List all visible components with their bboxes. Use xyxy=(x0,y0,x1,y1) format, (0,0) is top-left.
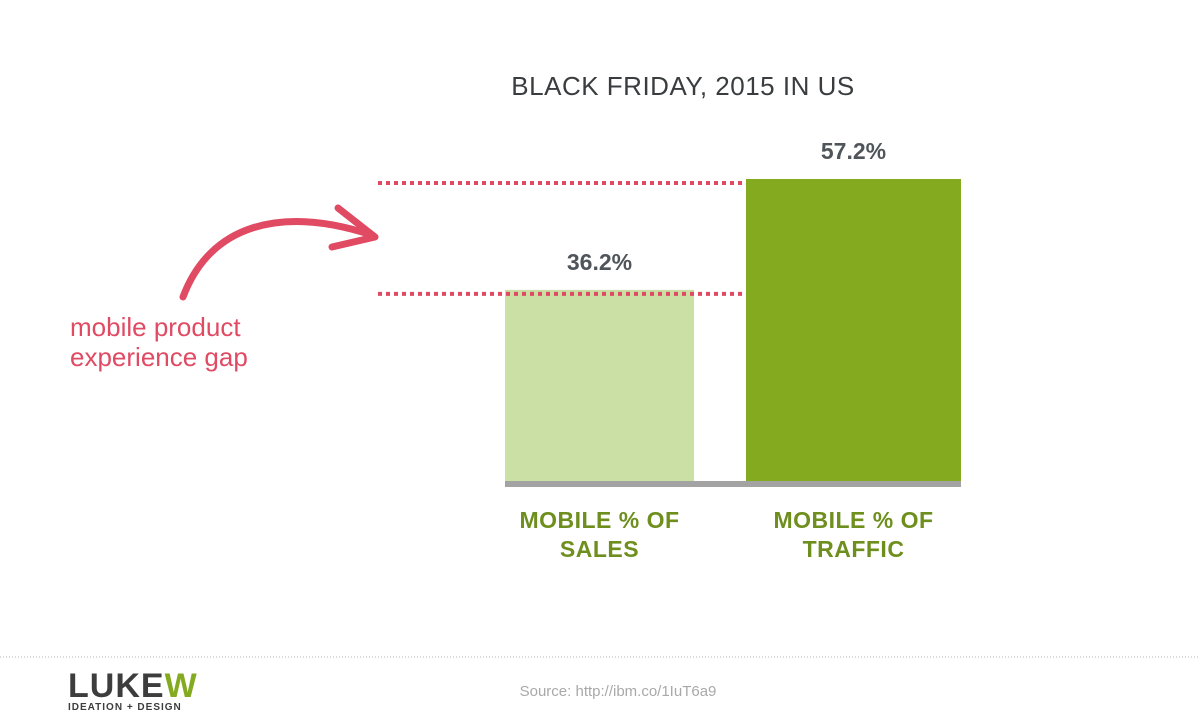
bar-2 xyxy=(746,179,961,481)
value-label-1: 36.2% xyxy=(567,249,632,275)
annotation-line-2: experience gap xyxy=(70,342,248,372)
category-label-2: MOBILE % OF TRAFFIC xyxy=(773,507,933,562)
logo-wordmark-part1: LUKE xyxy=(68,667,165,705)
annotation-text: mobile product experience gap xyxy=(70,312,248,372)
value-label-2: 57.2% xyxy=(821,138,886,164)
source-text: Source: http://ibm.co/1IuT6a9 xyxy=(520,683,717,700)
category-label-2-line-2: TRAFFIC xyxy=(803,536,905,562)
logo-wordmark-part2: W xyxy=(165,667,198,705)
category-label-1-line-2: SALES xyxy=(560,536,639,562)
gap-reference-lines xyxy=(378,181,746,296)
logo: LUKEW IDEATION + DESIGN xyxy=(68,667,198,713)
logo-tagline: IDEATION + DESIGN xyxy=(68,702,182,713)
chart-title: BLACK FRIDAY, 2015 IN US xyxy=(511,71,854,101)
category-label-2-line-1: MOBILE % OF xyxy=(773,507,933,533)
gap-arrow-curve xyxy=(179,218,376,301)
category-label-1: MOBILE % OF SALES xyxy=(519,507,679,562)
bar-1 xyxy=(505,289,694,481)
category-label-1-line-1: MOBILE % OF xyxy=(519,507,679,533)
gap-arrow-head xyxy=(328,204,379,251)
gap-arrow xyxy=(179,204,379,301)
bars-group: 36.2% MOBILE % OF SALES 57.2% MOBILE % OF TRA… xyxy=(505,138,961,562)
logo-wordmark: LUKEW xyxy=(68,667,198,705)
annotation-line-1: mobile product xyxy=(70,312,241,342)
x-axis-baseline xyxy=(505,481,961,487)
